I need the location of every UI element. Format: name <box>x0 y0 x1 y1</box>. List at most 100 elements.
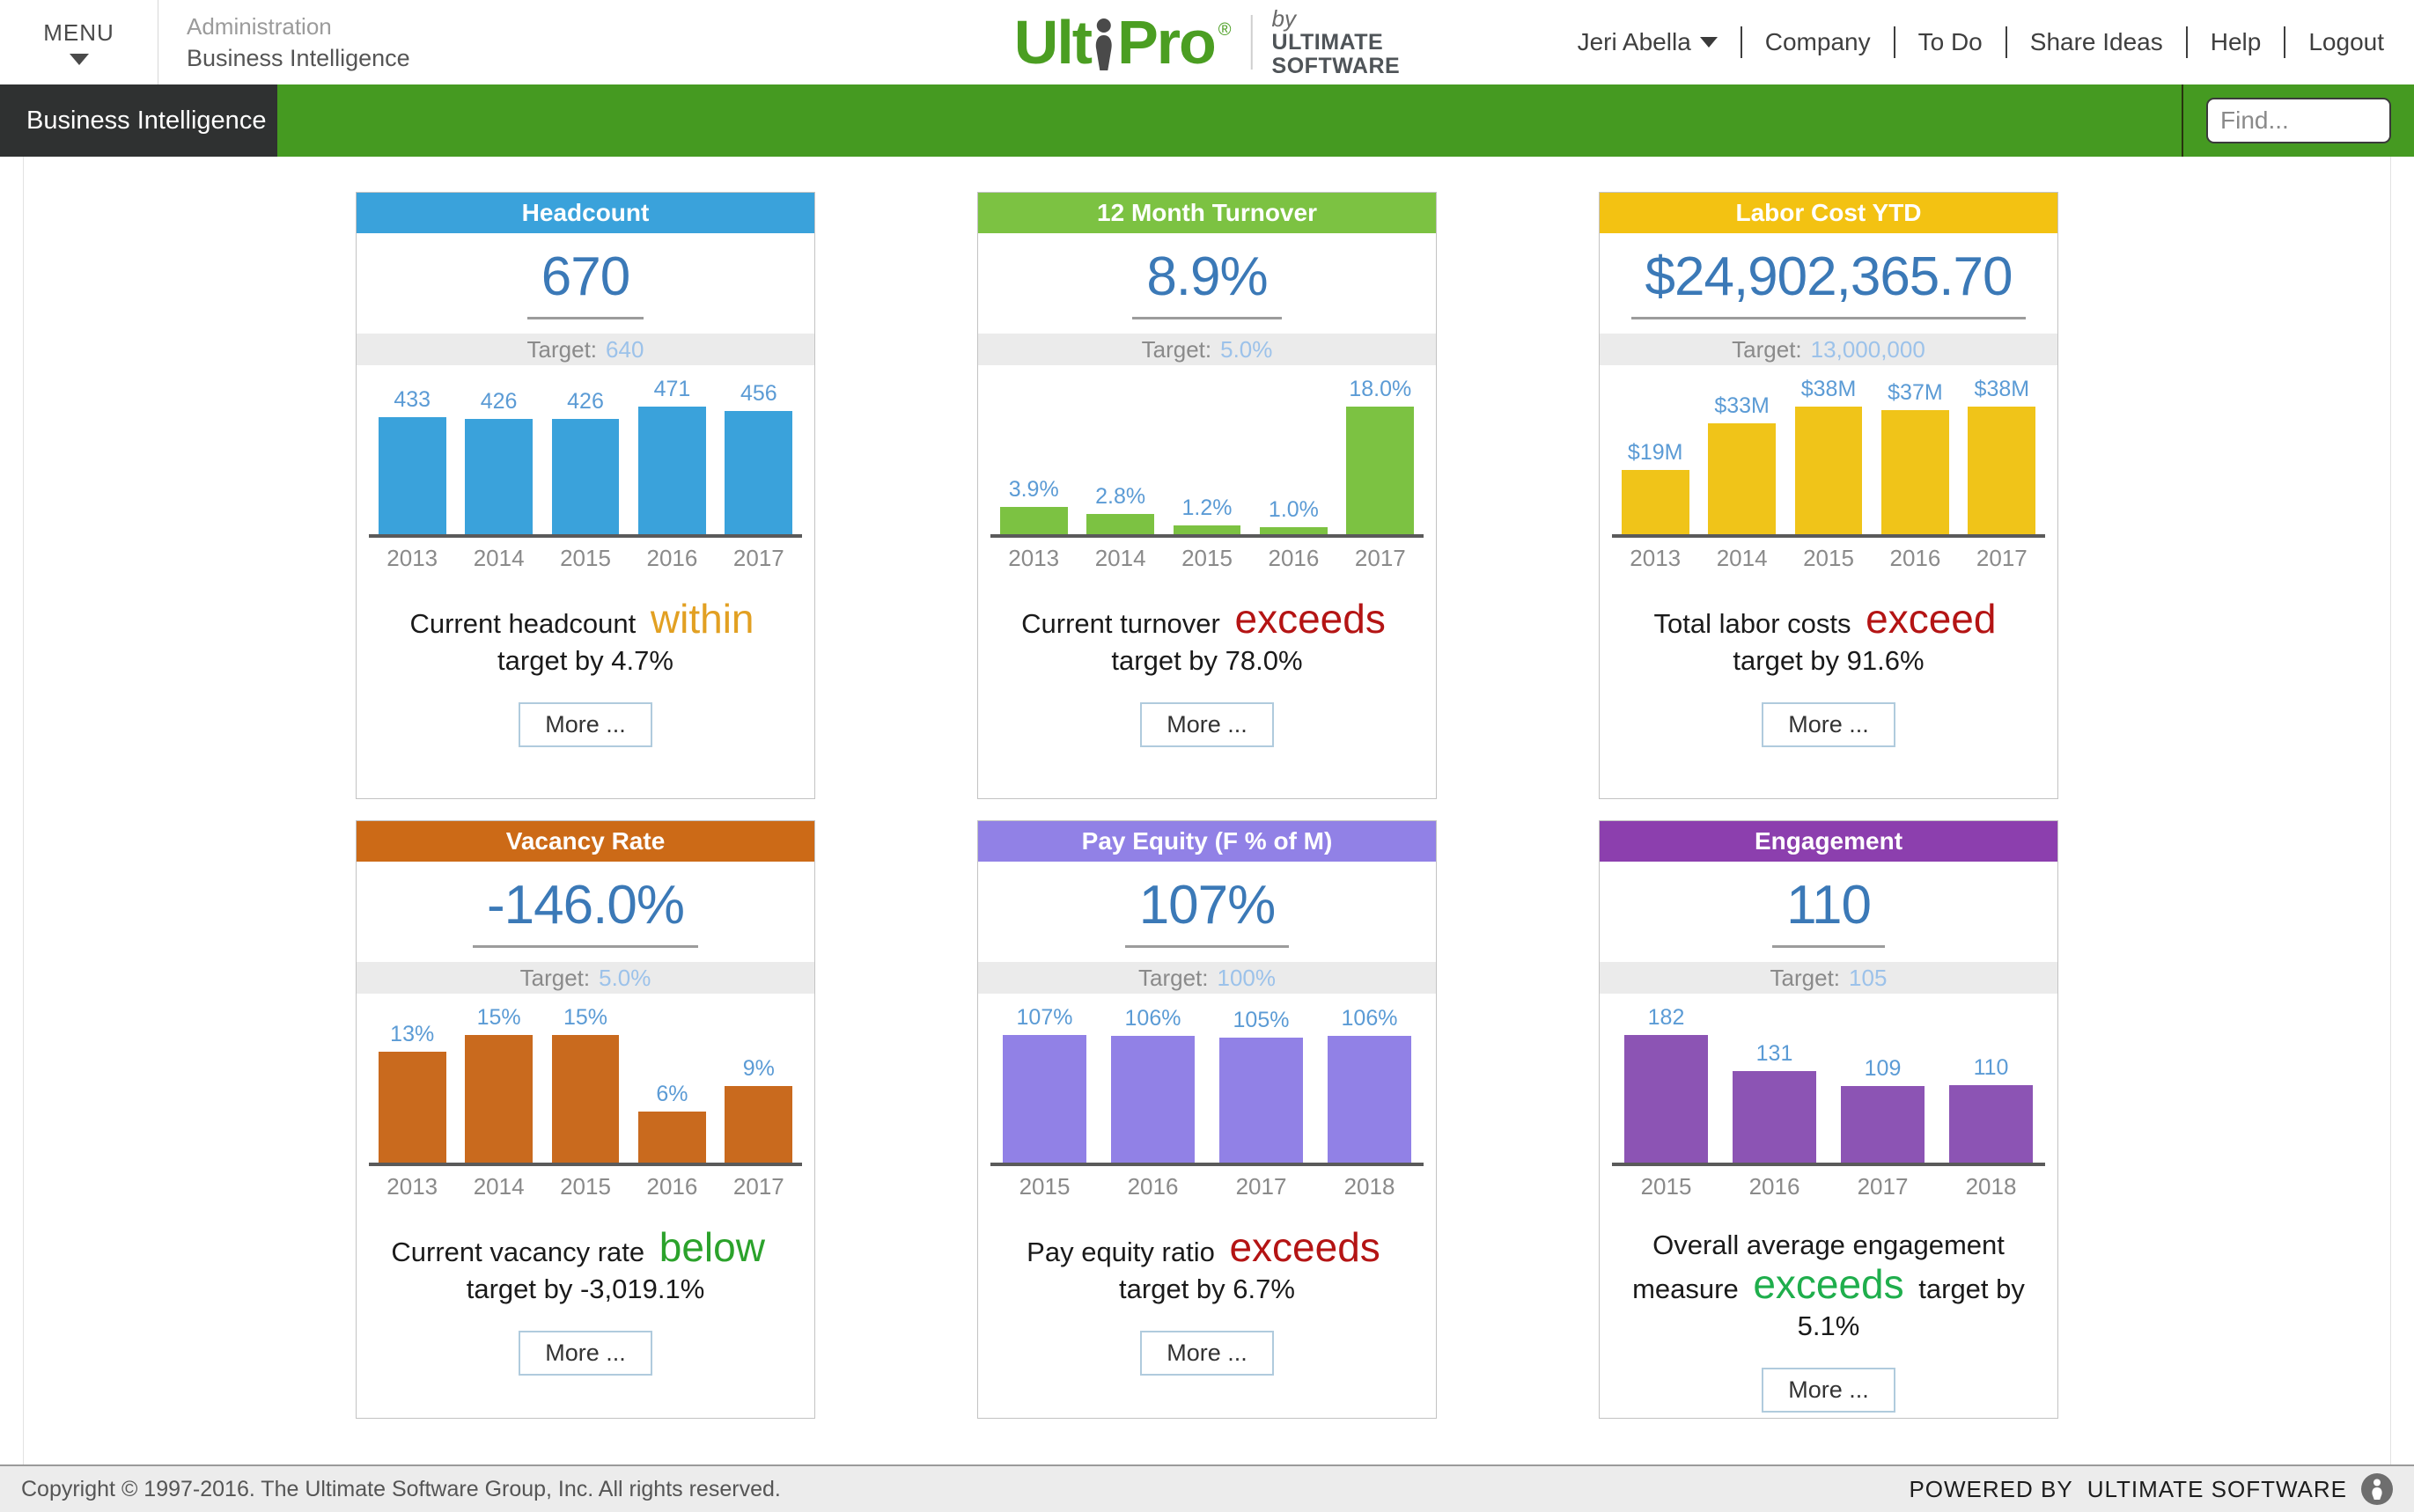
bars-row: 3.9% 2.8% 1.2% 1.0% 18.0% <box>990 376 1424 538</box>
target-band: Target: 105 <box>1600 962 2057 994</box>
description-post: target by 78.0% <box>1111 644 1303 676</box>
more-button-row: More ... <box>357 701 814 747</box>
bar-slot: $38M <box>1785 377 1872 534</box>
x-axis-label: 2018 <box>1343 1173 1395 1200</box>
card-title: Engagement <box>1754 827 1903 855</box>
x-axis-label: 2016 <box>1268 545 1320 571</box>
bar <box>551 419 620 534</box>
bar <box>999 507 1068 534</box>
nav-item-help[interactable]: Help <box>2210 28 2262 55</box>
more-button[interactable]: More ... <box>1762 1367 1895 1413</box>
breadcrumb-page: Business Intelligence <box>187 44 410 71</box>
bar-chart: 13% 15% 15% 6% 9% 2013 2014 2015 2016 2017 <box>357 1004 814 1200</box>
tab-business-intelligence[interactable]: Business Intelligence <box>0 84 277 157</box>
more-button[interactable]: More ... <box>519 701 652 747</box>
kpi-card: 12 Month Turnover 8.9% Target: 5.0% 3.9%… <box>977 192 1437 799</box>
breadcrumb-section: Administration <box>187 12 332 40</box>
card-header: Headcount <box>357 193 814 233</box>
bar-slot: 9% <box>716 1056 802 1163</box>
bar-slot: 18.0% <box>1337 377 1424 534</box>
bar-value-label: 109 <box>1864 1056 1902 1081</box>
bar <box>551 1035 620 1163</box>
bar-chart: $19M $33M $38M $37M $38M 2013 2014 2015 2016 201… <box>1600 376 2057 572</box>
nav-item-company[interactable]: Company <box>1764 28 1871 55</box>
user-name: Jeri Abella <box>1577 28 1691 55</box>
logo-divider <box>1250 15 1253 70</box>
bar-value-label: 107% <box>1016 1005 1073 1030</box>
nav-item-share-ideas[interactable]: Share Ideas <box>2029 28 2163 55</box>
bar-chart: 3.9% 2.8% 1.2% 1.0% 18.0% 2013 2014 2015 2016 20… <box>978 376 1436 572</box>
ultipro-logo: Ult Pro ® by ULTIMATE SOFTWARE <box>1014 0 1400 84</box>
x-axis-label: 2013 <box>1008 545 1060 571</box>
bar <box>1948 1085 2034 1163</box>
more-button[interactable]: More ... <box>1140 701 1274 747</box>
more-button[interactable]: More ... <box>519 1330 652 1376</box>
find-input[interactable] <box>2206 98 2391 143</box>
more-button-row: More ... <box>1600 1367 2057 1413</box>
powered-by-block: POWERED BY ULTIMATE SOFTWARE <box>1909 1473 2393 1505</box>
x-axis-label: 2015 <box>1019 1173 1071 1200</box>
bar-slot: $37M <box>1872 380 1958 534</box>
bar-value-label: 1.2% <box>1181 495 1233 520</box>
menu-button[interactable]: MENU <box>0 0 158 84</box>
bar-value-label: 6% <box>656 1082 688 1106</box>
bar-value-label: 433 <box>394 387 431 412</box>
description-post: target by 6.7% <box>1119 1273 1295 1304</box>
subnav-bar: Business Intelligence <box>0 84 2414 157</box>
more-button[interactable]: More ... <box>1140 1330 1274 1376</box>
description-emphasis: below <box>659 1224 765 1270</box>
bar <box>378 417 446 534</box>
description-post: target by 5.1% <box>1797 1273 2025 1341</box>
description: Current headcount within target by 4.7% <box>357 598 814 679</box>
card-header: Engagement <box>1600 821 2057 862</box>
user-menu[interactable]: Jeri Abella <box>1578 28 1718 56</box>
description: Current turnover exceeds target by 78.0% <box>978 598 1436 679</box>
x-axis-label: 2018 <box>1965 1173 2017 1200</box>
x-axis-label: 2015 <box>1803 545 1854 571</box>
chevron-down-icon <box>69 54 89 65</box>
target-band: Target: 100% <box>978 962 1436 994</box>
bar-slot: 182 <box>1612 1005 1720 1163</box>
x-axis-label: 2014 <box>1716 545 1768 571</box>
current-value: 8.9% <box>978 246 1436 319</box>
bar <box>1881 410 1949 534</box>
description-pre: Current vacancy rate <box>391 1237 652 1267</box>
bar <box>1086 514 1154 534</box>
registered-mark: ® <box>1218 19 1232 40</box>
person-icon <box>1096 18 1113 70</box>
bar <box>1346 407 1415 534</box>
bar-slot: 15% <box>542 1005 629 1163</box>
bar <box>638 407 706 534</box>
bar-slot: 2.8% <box>1077 484 1163 534</box>
bar-slot: 1.0% <box>1250 497 1336 534</box>
more-button[interactable]: More ... <box>1762 701 1895 747</box>
nav-item-logout[interactable]: Logout <box>2308 28 2384 55</box>
person-icon <box>2372 1479 2382 1500</box>
bar-slot: 426 <box>542 389 629 534</box>
bar <box>1732 1071 1817 1163</box>
target-band: Target: 640 <box>357 334 814 365</box>
nav-item-todo[interactable]: To Do <box>1917 28 1983 55</box>
card-header: Vacancy Rate <box>357 821 814 862</box>
description: Pay equity ratio exceeds target by 6.7% <box>978 1227 1436 1308</box>
card-title: Pay Equity (F % of M) <box>1081 827 1333 855</box>
description-emphasis: within <box>650 596 754 642</box>
bar-slot: $38M <box>1959 377 2045 534</box>
bar-chart: 107% 106% 105% 106% 2015 2016 2017 2018 <box>978 1004 1436 1200</box>
card-title: Vacancy Rate <box>505 827 666 855</box>
x-axis-label: 2016 <box>1127 1173 1179 1200</box>
description-emphasis: exceeds <box>1753 1260 1904 1307</box>
bar-value-label: 2.8% <box>1095 484 1146 509</box>
bar <box>725 1086 793 1163</box>
x-axis-label: 2017 <box>1235 1173 1287 1200</box>
target-value: 100% <box>1217 964 1277 991</box>
target-label: Target: <box>1770 964 1841 991</box>
logo-wordmark: Ult Pro ® <box>1014 11 1232 73</box>
x-axis-label: 2017 <box>1354 545 1406 571</box>
bar-value-label: 105% <box>1233 1008 1290 1032</box>
nav-divider <box>1893 26 1895 58</box>
info-badge-icon[interactable] <box>2361 1473 2393 1505</box>
bar <box>1002 1035 1087 1163</box>
bar-value-label: 471 <box>653 377 691 401</box>
bar-value-label: $19M <box>1627 440 1683 465</box>
